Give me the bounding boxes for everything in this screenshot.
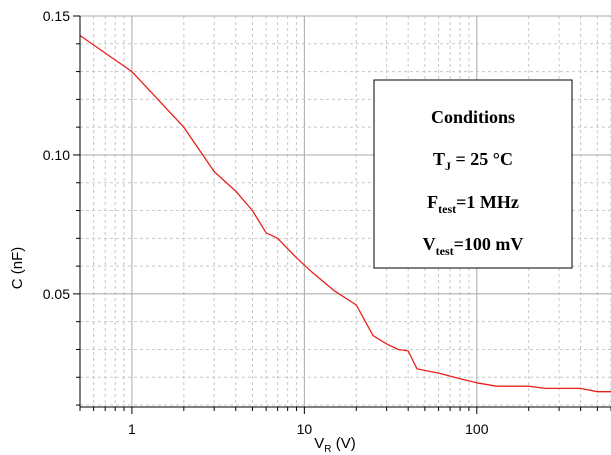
tick-labels: 1 10 100 0.05 0.10 0.15: [43, 8, 489, 437]
legend-temperature: TJ = 25 °C: [433, 149, 513, 173]
legend-box: [373, 79, 573, 269]
legend-voltage: Vtest=100 mV: [423, 234, 524, 258]
y-axis-title: C (nF): [9, 247, 26, 290]
x-axis-title: VR (V): [314, 435, 355, 455]
x-tick-label: 10: [297, 421, 313, 437]
legend-title: Conditions: [431, 107, 515, 127]
x-tick-label: 100: [465, 421, 489, 437]
y-tick-label: 0.15: [43, 8, 70, 24]
series-line: [79, 34, 611, 393]
x-tick-label: 1: [128, 421, 136, 437]
axis-ticks: [73, 15, 611, 414]
series-group: [79, 34, 611, 393]
legend-frequency: Ftest=1 MHz: [427, 192, 519, 216]
legend: Conditions TJ = 25 °C Ftest=1 MHz Vtest=…: [373, 79, 573, 269]
y-tick-label: 0.10: [43, 147, 70, 163]
y-tick-label: 0.05: [43, 286, 70, 302]
grid-lines: [79, 15, 611, 407]
